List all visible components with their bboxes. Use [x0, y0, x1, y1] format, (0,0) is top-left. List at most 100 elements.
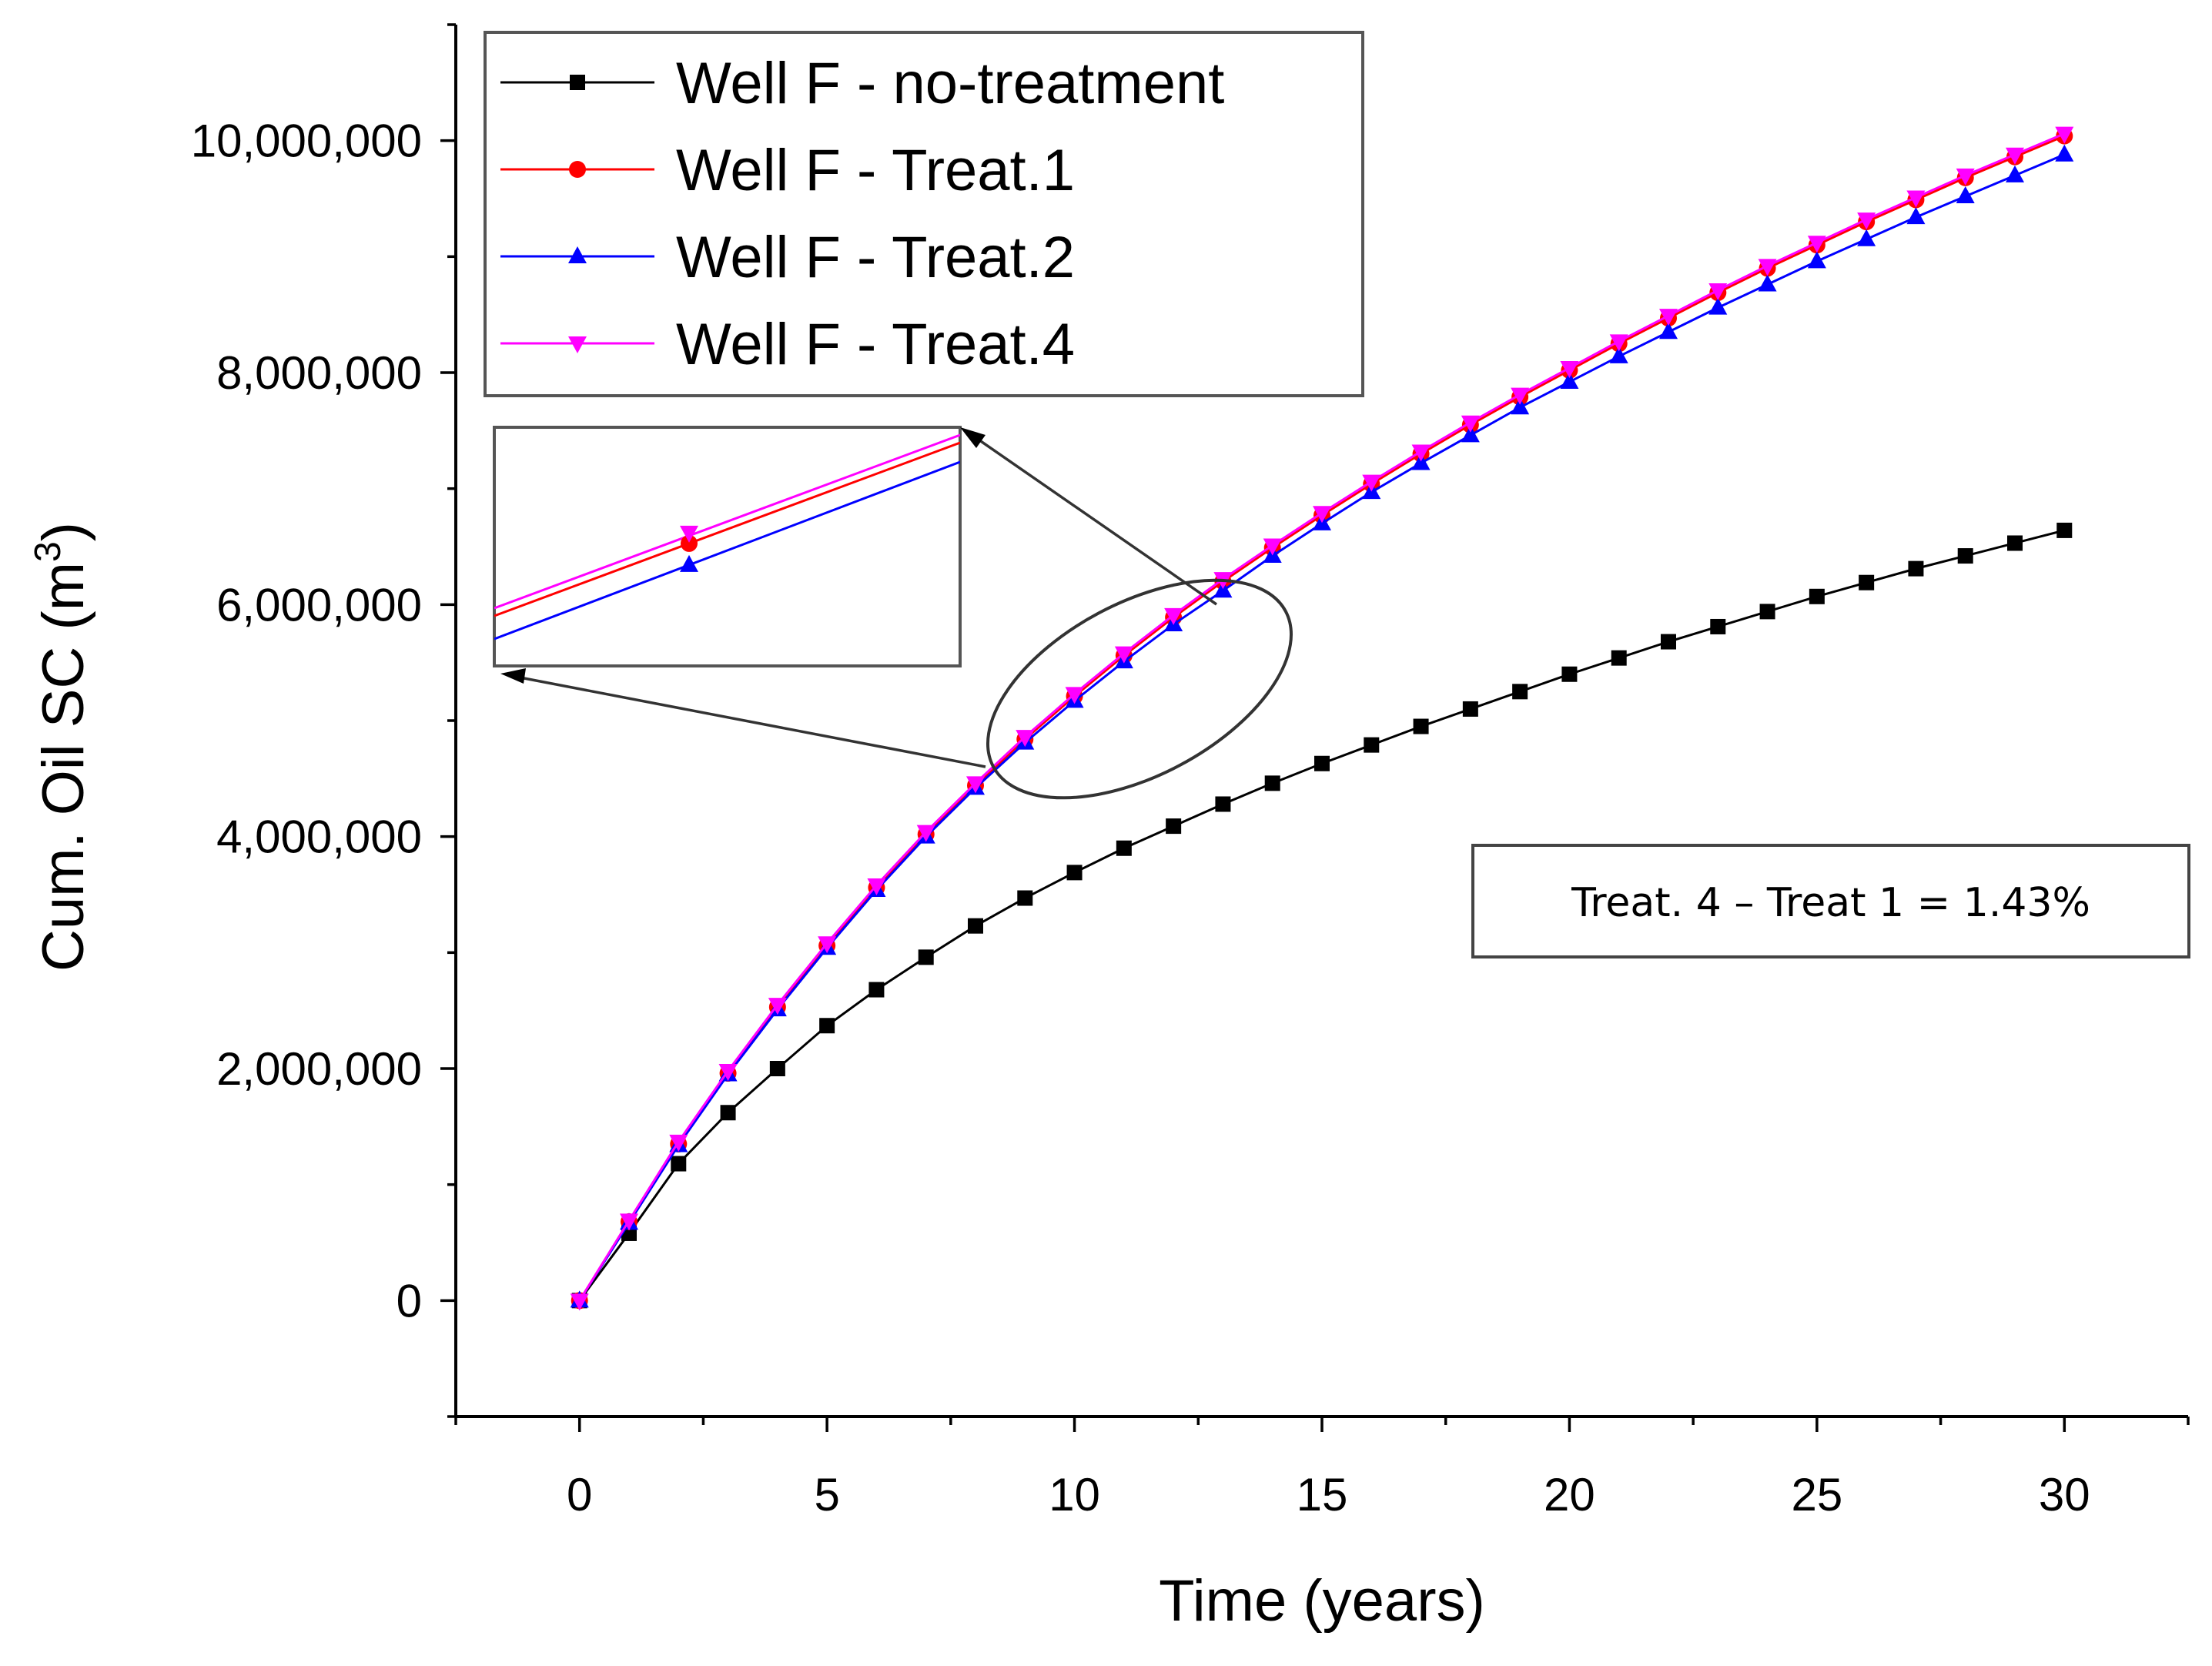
- x-ticks: 0 5 10 15 20 25 30: [454, 1417, 2190, 1520]
- data-point: [918, 949, 934, 965]
- data-point: [1512, 684, 1528, 700]
- data-point: [2055, 126, 2074, 144]
- zoom-connector-top: [965, 430, 1217, 606]
- legend-box: [484, 31, 1364, 397]
- data-point: [1661, 634, 1676, 650]
- data-point: [1314, 755, 1330, 771]
- zoom-inset-frame: [493, 426, 962, 667]
- series-well-f-no-treatment: [571, 522, 2073, 1309]
- data-point: [1809, 588, 1825, 604]
- data-point: [1511, 397, 1530, 415]
- data-point: [867, 878, 886, 895]
- data-point: [1461, 415, 1480, 433]
- data-point: [1956, 186, 1975, 203]
- data-point: [570, 1293, 589, 1311]
- data-point: [1807, 251, 1826, 269]
- data-point: [2055, 144, 2074, 162]
- data-point: [1857, 229, 1876, 246]
- data-point: [1807, 236, 1826, 253]
- data-point: [620, 1213, 638, 1231]
- data-point: [1411, 453, 1431, 470]
- data-point: [1362, 474, 1381, 492]
- zoom-line: [494, 460, 960, 641]
- data-point: [1364, 737, 1380, 753]
- data-point: [1859, 574, 1875, 590]
- zoom-marker: [681, 534, 698, 552]
- data-point: [1264, 775, 1280, 791]
- data-point: [1956, 168, 1975, 186]
- data-point: [968, 918, 983, 934]
- data-point: [1461, 425, 1480, 443]
- data-point: [868, 982, 885, 998]
- data-point: [1511, 387, 1530, 405]
- data-point: [1114, 646, 1133, 664]
- x-tick-label: 0: [567, 1469, 592, 1520]
- legend-item-well-f-treat-4: Well F - Treat.4: [500, 312, 1075, 377]
- zoom-inset: [493, 426, 1293, 800]
- legend-label: Well F - no-treatment: [676, 51, 1224, 116]
- data-point: [2056, 522, 2073, 538]
- data-point: [1462, 701, 1478, 717]
- data-point: [769, 1061, 785, 1076]
- data-point: [1164, 607, 1183, 625]
- legend: Well F - no-treatment Well F - Treat.1 Wel…: [484, 31, 1364, 397]
- annotation-box: [1471, 844, 2190, 958]
- data-point: [720, 1105, 736, 1121]
- data-point: [2006, 165, 2024, 182]
- y-axis-title: Cum. Oil SC (m3): [28, 522, 96, 972]
- data-point: [2006, 147, 2024, 165]
- data-point: [1609, 334, 1628, 352]
- data-point: [1908, 560, 1924, 577]
- data-point: [1411, 444, 1431, 462]
- data-point: [818, 936, 837, 954]
- data-point: [1065, 687, 1084, 704]
- legend-label: Well F - Treat.4: [676, 312, 1075, 377]
- data-point: [1016, 730, 1035, 748]
- annotation-text: Treat. 4 – Treat 1 = 1.43%: [1571, 880, 2090, 926]
- x-tick-label: 15: [1297, 1469, 1348, 1520]
- zoom-marker: [680, 554, 698, 572]
- x-tick-label: 20: [1544, 1469, 1595, 1520]
- y-ticks: 0 2,000,000 4,000,000 6,000,000 8,000,000 10,…: [191, 23, 456, 1418]
- data-point: [1263, 538, 1282, 556]
- data-point: [1659, 309, 1678, 326]
- data-point: [819, 1018, 835, 1034]
- legend-marker: [568, 336, 587, 353]
- data-point: [1066, 865, 1083, 881]
- data-point: [1560, 372, 1579, 390]
- data-point: [1758, 274, 1777, 292]
- data-point: [1957, 548, 1973, 564]
- x-tick-label: 30: [2039, 1469, 2090, 1520]
- data-point: [669, 1134, 688, 1152]
- zoom-marker: [680, 525, 698, 543]
- data-point: [1413, 718, 1429, 734]
- legend-label: Well F - Treat.2: [676, 225, 1075, 290]
- legend-marker: [570, 75, 585, 90]
- legend-items: Well F - no-treatment Well F - Treat.1 Wel…: [500, 51, 1224, 377]
- data-point: [1710, 618, 1726, 634]
- zoom-arrowhead-top: [960, 427, 986, 448]
- legend-marker: [568, 246, 587, 263]
- zoom-connector-bottom: [511, 674, 986, 768]
- y-tick-label: 4,000,000: [216, 811, 422, 863]
- data-point: [1759, 604, 1775, 620]
- data-point: [1857, 212, 1876, 230]
- y-tick-label: 10,000,000: [191, 115, 422, 167]
- annotation: Treat. 4 – Treat 1 = 1.43%: [1471, 844, 2190, 958]
- data-point: [718, 1064, 738, 1082]
- y-tick-label: 8,000,000: [216, 347, 422, 399]
- data-point: [1215, 796, 1231, 812]
- x-axis-title: Time (years): [1159, 1568, 1485, 1634]
- axes: 0 5 10 15 20 25 30 0 2,000,000 4,000,000 6,000,00…: [191, 23, 2190, 1520]
- zoom-ellipse: [986, 578, 1293, 800]
- data-point: [1166, 818, 1182, 835]
- data-point: [1116, 840, 1132, 856]
- zoom-arrowhead-bottom: [500, 668, 526, 684]
- legend-label: Well F - Treat.1: [676, 138, 1075, 203]
- data-point: [1906, 190, 1926, 208]
- data-point: [1611, 650, 1627, 666]
- data-point: [1758, 259, 1777, 276]
- data-point: [768, 998, 787, 1015]
- y-axis-title-close: ): [31, 522, 96, 541]
